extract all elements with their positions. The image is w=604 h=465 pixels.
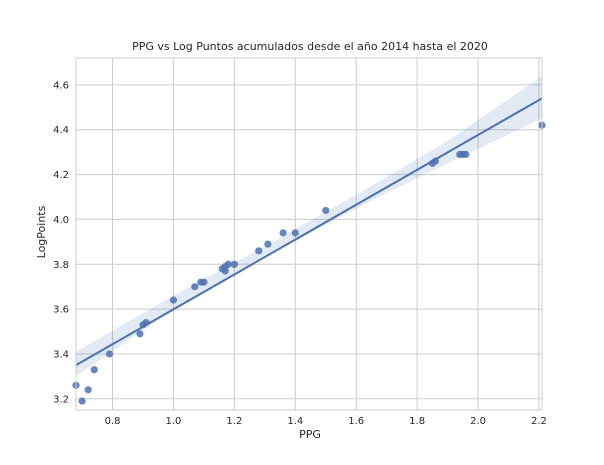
data-point [191, 283, 199, 291]
y-tick-label: 4.4 [53, 125, 69, 136]
x-tick-label: 1.0 [166, 416, 182, 427]
x-tick-label: 1.2 [226, 416, 242, 427]
data-point [169, 296, 178, 304]
y-tick-label: 3.8 [53, 260, 69, 271]
y-axis-label: LogPoints [35, 205, 48, 258]
x-axis-label: PPG [299, 428, 321, 441]
x-tick-label: 1.8 [409, 416, 425, 427]
axes-frame [75, 57, 543, 411]
data-point [230, 260, 238, 268]
regression-line-layer [75, 97, 543, 367]
x-tick-label: 1.4 [287, 416, 303, 427]
data-point [264, 240, 272, 248]
y-tick-label: 4.6 [53, 80, 69, 91]
data-point [462, 150, 470, 159]
data-point [322, 206, 330, 215]
y-tick-label: 3.6 [53, 305, 69, 316]
y-tick-label: 3.2 [53, 394, 69, 405]
data-point [90, 366, 98, 374]
regression-line [75, 97, 543, 367]
x-tick-label: 0.8 [105, 416, 121, 427]
y-tick-label: 4.0 [53, 215, 69, 226]
data-point [78, 397, 86, 405]
points-layer [72, 121, 546, 405]
data-point [291, 229, 299, 237]
data-point [279, 229, 287, 237]
chart-title: PPG vs Log Puntos acumulados desde el añ… [132, 40, 488, 53]
x-tick-label: 2.0 [470, 416, 486, 427]
confidence-band [76, 75, 542, 377]
y-tick-labels: 3.2 3.4 3.6 3.8 4.0 4.2 4.4 4.6 [53, 80, 69, 405]
data-point [431, 157, 439, 165]
y-tick-label: 3.4 [53, 349, 69, 360]
grid [76, 58, 542, 410]
x-tick-labels: 0.8 1.0 1.2 1.4 1.6 1.8 2.0 2.2 [105, 416, 547, 427]
confidence-band-layer [76, 75, 542, 377]
data-point [255, 247, 263, 255]
data-point [224, 260, 232, 268]
y-tick-label: 4.2 [53, 170, 69, 181]
data-point [105, 350, 114, 358]
data-point [136, 330, 144, 338]
data-point [84, 386, 92, 394]
x-tick-label: 1.6 [348, 416, 364, 427]
x-tick-label: 2.2 [531, 416, 547, 427]
data-point [200, 278, 208, 286]
data-point [142, 318, 150, 327]
